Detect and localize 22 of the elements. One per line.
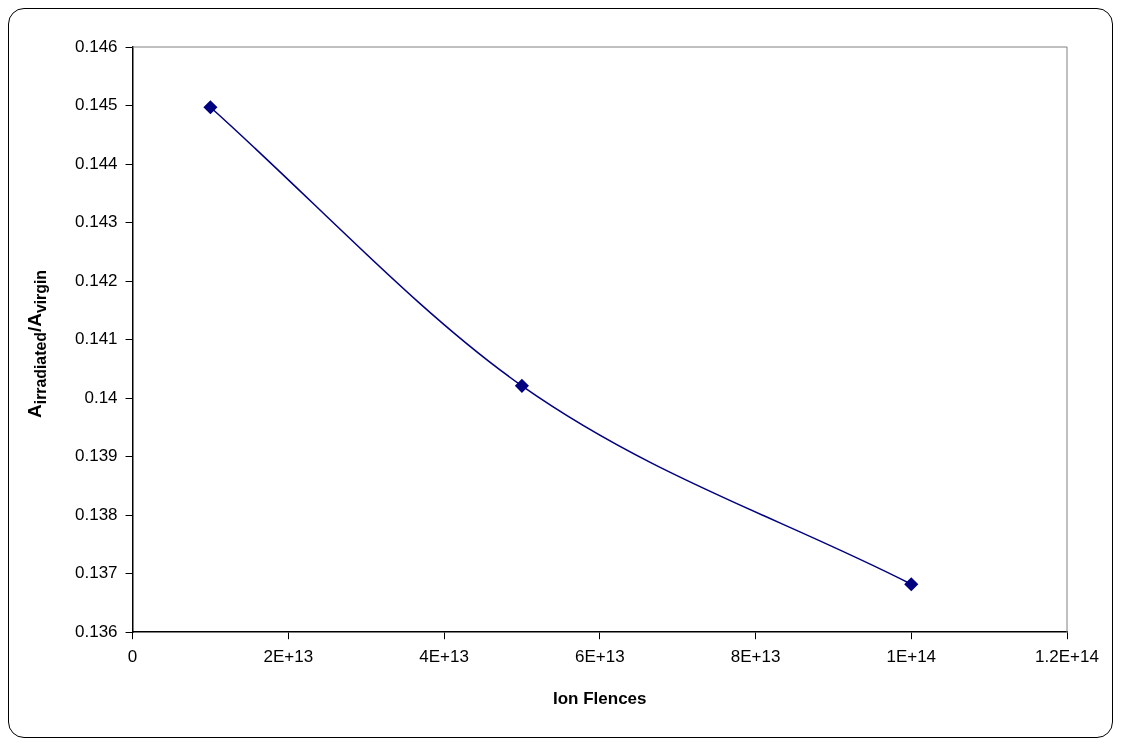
x-tick-label: 2E+13 [263,647,314,667]
y-tick-label: 0.142 [74,270,118,290]
y-tick-label: 0.146 [74,36,118,56]
x-tick-label: 8E+13 [730,647,781,667]
y-tick-label: 0.141 [74,329,118,349]
point [904,577,919,591]
y-tick-label: 0.137 [74,563,118,583]
y-tick-label: 0.139 [74,446,118,466]
point [515,379,529,393]
x-tick-label: 6E+13 [574,647,625,667]
y-tick-label: 0.144 [74,153,118,173]
y-tick-label: 0.138 [74,504,118,524]
y-tick-label: 0.143 [74,212,118,232]
x-axis-title: Ion Flences [553,689,647,709]
y-tick-label: 0.145 [74,95,118,115]
x-tick-label: 4E+13 [419,647,469,667]
x-tick-label: 0 [127,647,138,667]
y-tick-label: 0.14 [84,387,118,407]
x-tick-label: 1E+14 [886,647,937,667]
x-tick-label: 1.2E+14 [1035,647,1099,667]
point [203,100,218,115]
y-tick-label: 0.136 [74,621,118,641]
